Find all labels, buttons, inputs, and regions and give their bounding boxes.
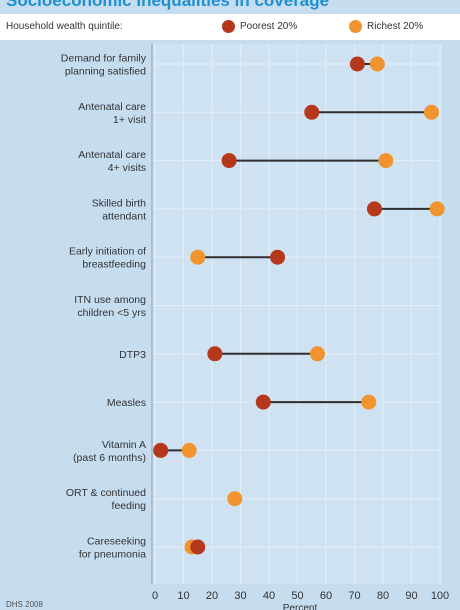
legend-poorest-dot xyxy=(222,20,235,33)
point-richest xyxy=(361,394,377,410)
category-label: ITN use among xyxy=(74,294,146,306)
category-label: Measles xyxy=(107,397,146,409)
category-label: Demand for family xyxy=(61,53,147,65)
category-label: planning satisfied xyxy=(65,66,146,78)
point-richest xyxy=(423,104,439,120)
point-richest xyxy=(378,153,394,169)
category-label: DTP3 xyxy=(119,349,146,361)
x-tick-label: 100 xyxy=(431,590,449,602)
category-label: Antenatal care xyxy=(78,149,146,161)
x-tick-label: 40 xyxy=(263,590,275,602)
category-label: for pneumonia xyxy=(79,549,146,561)
x-tick-label: 20 xyxy=(206,590,218,602)
point-poorest xyxy=(221,153,237,169)
category-label: Early initiation of xyxy=(69,246,146,258)
x-tick-label: 50 xyxy=(291,590,303,602)
legend-label: Household wealth quintile: xyxy=(6,21,123,32)
x-tick-label: 80 xyxy=(377,590,389,602)
legend-richest-dot xyxy=(349,20,362,33)
point-poorest xyxy=(190,539,206,555)
legend-richest-label: Richest 20% xyxy=(367,21,424,32)
x-axis-title: Percent xyxy=(283,603,318,610)
x-tick-label: 90 xyxy=(405,590,417,602)
point-richest xyxy=(429,201,445,217)
point-poorest xyxy=(255,394,271,410)
point-poorest xyxy=(366,201,382,217)
point-poorest xyxy=(349,56,365,72)
category-label: attendant xyxy=(102,210,146,222)
category-label: feeding xyxy=(112,500,147,512)
point-poorest xyxy=(153,442,169,458)
source-note: DHS 2008 xyxy=(6,600,43,609)
legend-poorest-label: Poorest 20% xyxy=(240,21,298,32)
category-label: 1+ visit xyxy=(113,114,146,126)
point-richest xyxy=(190,249,206,265)
category-label: Careseeking xyxy=(87,536,146,548)
category-label: 4+ visits xyxy=(108,162,146,174)
chart-title-strip: Socioeconomic inequalities in coverage xyxy=(0,0,460,14)
x-tick-label: 10 xyxy=(177,590,189,602)
category-label: children <5 yrs xyxy=(77,307,146,319)
x-tick-label: 30 xyxy=(234,590,246,602)
category-label: Vitamin A xyxy=(102,439,146,451)
point-richest xyxy=(181,442,197,458)
category-label: Antenatal care xyxy=(78,101,146,113)
category-label: Skilled birth xyxy=(92,197,146,209)
category-label: (past 6 months) xyxy=(73,452,146,464)
point-poorest xyxy=(207,346,223,362)
x-tick-label: 70 xyxy=(348,590,360,602)
chart-title: Socioeconomic inequalities in coverage xyxy=(6,0,330,10)
x-tick-label: 0 xyxy=(152,590,158,602)
category-label: breastfeeding xyxy=(82,259,146,271)
point-richest xyxy=(227,491,243,507)
point-poorest xyxy=(270,249,286,265)
x-tick-label: 60 xyxy=(320,590,332,602)
point-richest xyxy=(369,56,385,72)
point-poorest xyxy=(304,104,320,120)
category-label: ORT & continued xyxy=(66,487,146,499)
legend: Household wealth quintile: Poorest 20% R… xyxy=(0,14,460,40)
point-richest xyxy=(309,346,325,362)
